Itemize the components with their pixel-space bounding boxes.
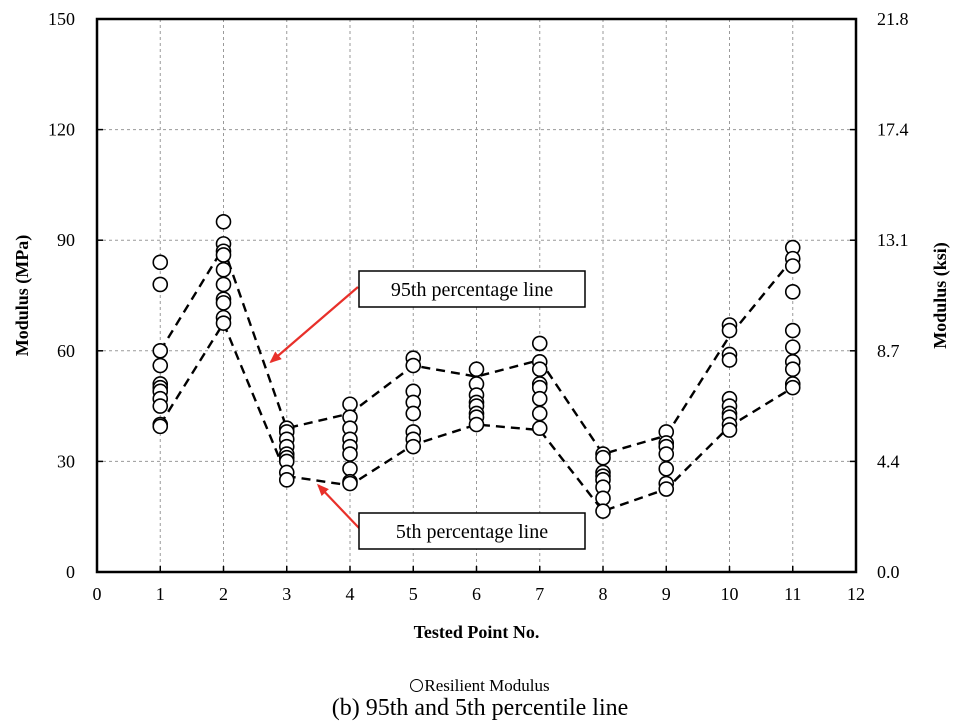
y2-tick-label: 13.1 — [877, 230, 909, 250]
data-point — [658, 460, 675, 477]
data-point — [784, 284, 801, 300]
data-point — [152, 357, 169, 374]
x-tick-label: 11 — [784, 584, 801, 604]
data-point — [405, 357, 422, 374]
legend: Resilient Modulus — [0, 676, 960, 696]
x-tick-label: 1 — [156, 584, 165, 604]
data-point — [784, 339, 801, 355]
y2-tick-label: 17.4 — [877, 120, 909, 140]
percentile-line-2 — [159, 320, 794, 513]
annotation-5th: 5th percentage line — [316, 483, 586, 550]
percentile-line-1 — [159, 244, 794, 456]
x-axis-title: Tested Point No. — [414, 622, 540, 642]
data-point — [595, 449, 611, 466]
data-point — [215, 213, 232, 230]
x-tick-label: 7 — [535, 584, 544, 604]
data-point — [784, 379, 801, 396]
x-tick-label: 4 — [346, 584, 355, 604]
data-point — [721, 422, 738, 438]
data-point — [468, 416, 485, 433]
percentile-lines — [159, 244, 794, 513]
data-point — [658, 446, 675, 462]
data-point — [784, 322, 801, 339]
data-point — [784, 258, 801, 274]
x-tick-label: 3 — [282, 584, 291, 604]
annotation-box-95th — [358, 270, 586, 308]
y2-tick-label: 8.7 — [877, 341, 900, 361]
y-tick-label: 30 — [57, 451, 75, 471]
data-point — [405, 438, 422, 455]
legend-circle-icon — [410, 679, 424, 692]
data-point — [215, 315, 232, 331]
data-point — [721, 352, 738, 368]
x-tick-label: 5 — [409, 584, 418, 604]
figure-caption: (b) 95th and 5th percentile line — [331, 695, 629, 721]
y-tick-label: 120 — [48, 120, 75, 140]
y2-axis-title: Modulus (ksi) — [930, 242, 951, 349]
data-point — [152, 254, 169, 271]
y-axis-title: Modulus (MPa) — [12, 235, 33, 357]
data-point — [342, 475, 358, 492]
data-point — [342, 446, 358, 462]
x-tick-label: 9 — [662, 584, 671, 604]
data-point — [152, 342, 169, 359]
data-point — [595, 503, 611, 519]
annotation-box-5th — [358, 512, 586, 550]
data-point — [342, 396, 358, 413]
annotation-label-95th: 95th percentage line — [391, 279, 553, 301]
data-point — [215, 247, 232, 263]
data-point — [468, 361, 485, 378]
x-tick-label: 8 — [599, 584, 608, 604]
data-point — [658, 481, 675, 497]
data-point — [405, 405, 422, 422]
data-point — [152, 398, 169, 414]
y-tick-label: 0 — [66, 562, 75, 582]
x-tick-label: 12 — [847, 584, 865, 604]
x-tick-label: 0 — [93, 584, 102, 604]
data-point — [215, 261, 232, 278]
data-point — [342, 460, 358, 477]
arrow-95th — [269, 286, 359, 364]
data-point — [531, 420, 548, 437]
data-point — [531, 335, 548, 352]
data-point — [215, 295, 232, 311]
data-point — [784, 361, 801, 378]
data-points — [152, 213, 801, 519]
annotation-label-5th: 5th percentage line — [396, 521, 548, 543]
legend-entry-resilient-modulus: Resilient Modulus — [424, 676, 550, 695]
x-tick-label: 2 — [219, 584, 228, 604]
data-point — [531, 390, 548, 407]
y2-tick-label: 4.4 — [877, 451, 900, 471]
annotation-95th: 95th percentage line — [269, 270, 586, 364]
data-point — [595, 490, 611, 507]
data-point — [531, 405, 548, 422]
y-tick-label: 90 — [57, 230, 75, 250]
data-point — [278, 472, 295, 488]
y2-tick-label: 21.8 — [877, 9, 909, 29]
data-point — [531, 361, 548, 378]
arrow-5th — [316, 483, 360, 529]
y2-tick-label: 0.0 — [877, 562, 900, 582]
y-tick-label: 150 — [48, 9, 75, 29]
x-tick-label: 10 — [721, 584, 739, 604]
data-point — [152, 418, 169, 435]
data-point — [152, 276, 169, 293]
data-point — [215, 276, 232, 293]
x-tick-label: 6 — [472, 584, 481, 604]
y-tick-label: 60 — [57, 341, 75, 361]
data-point — [721, 322, 738, 339]
